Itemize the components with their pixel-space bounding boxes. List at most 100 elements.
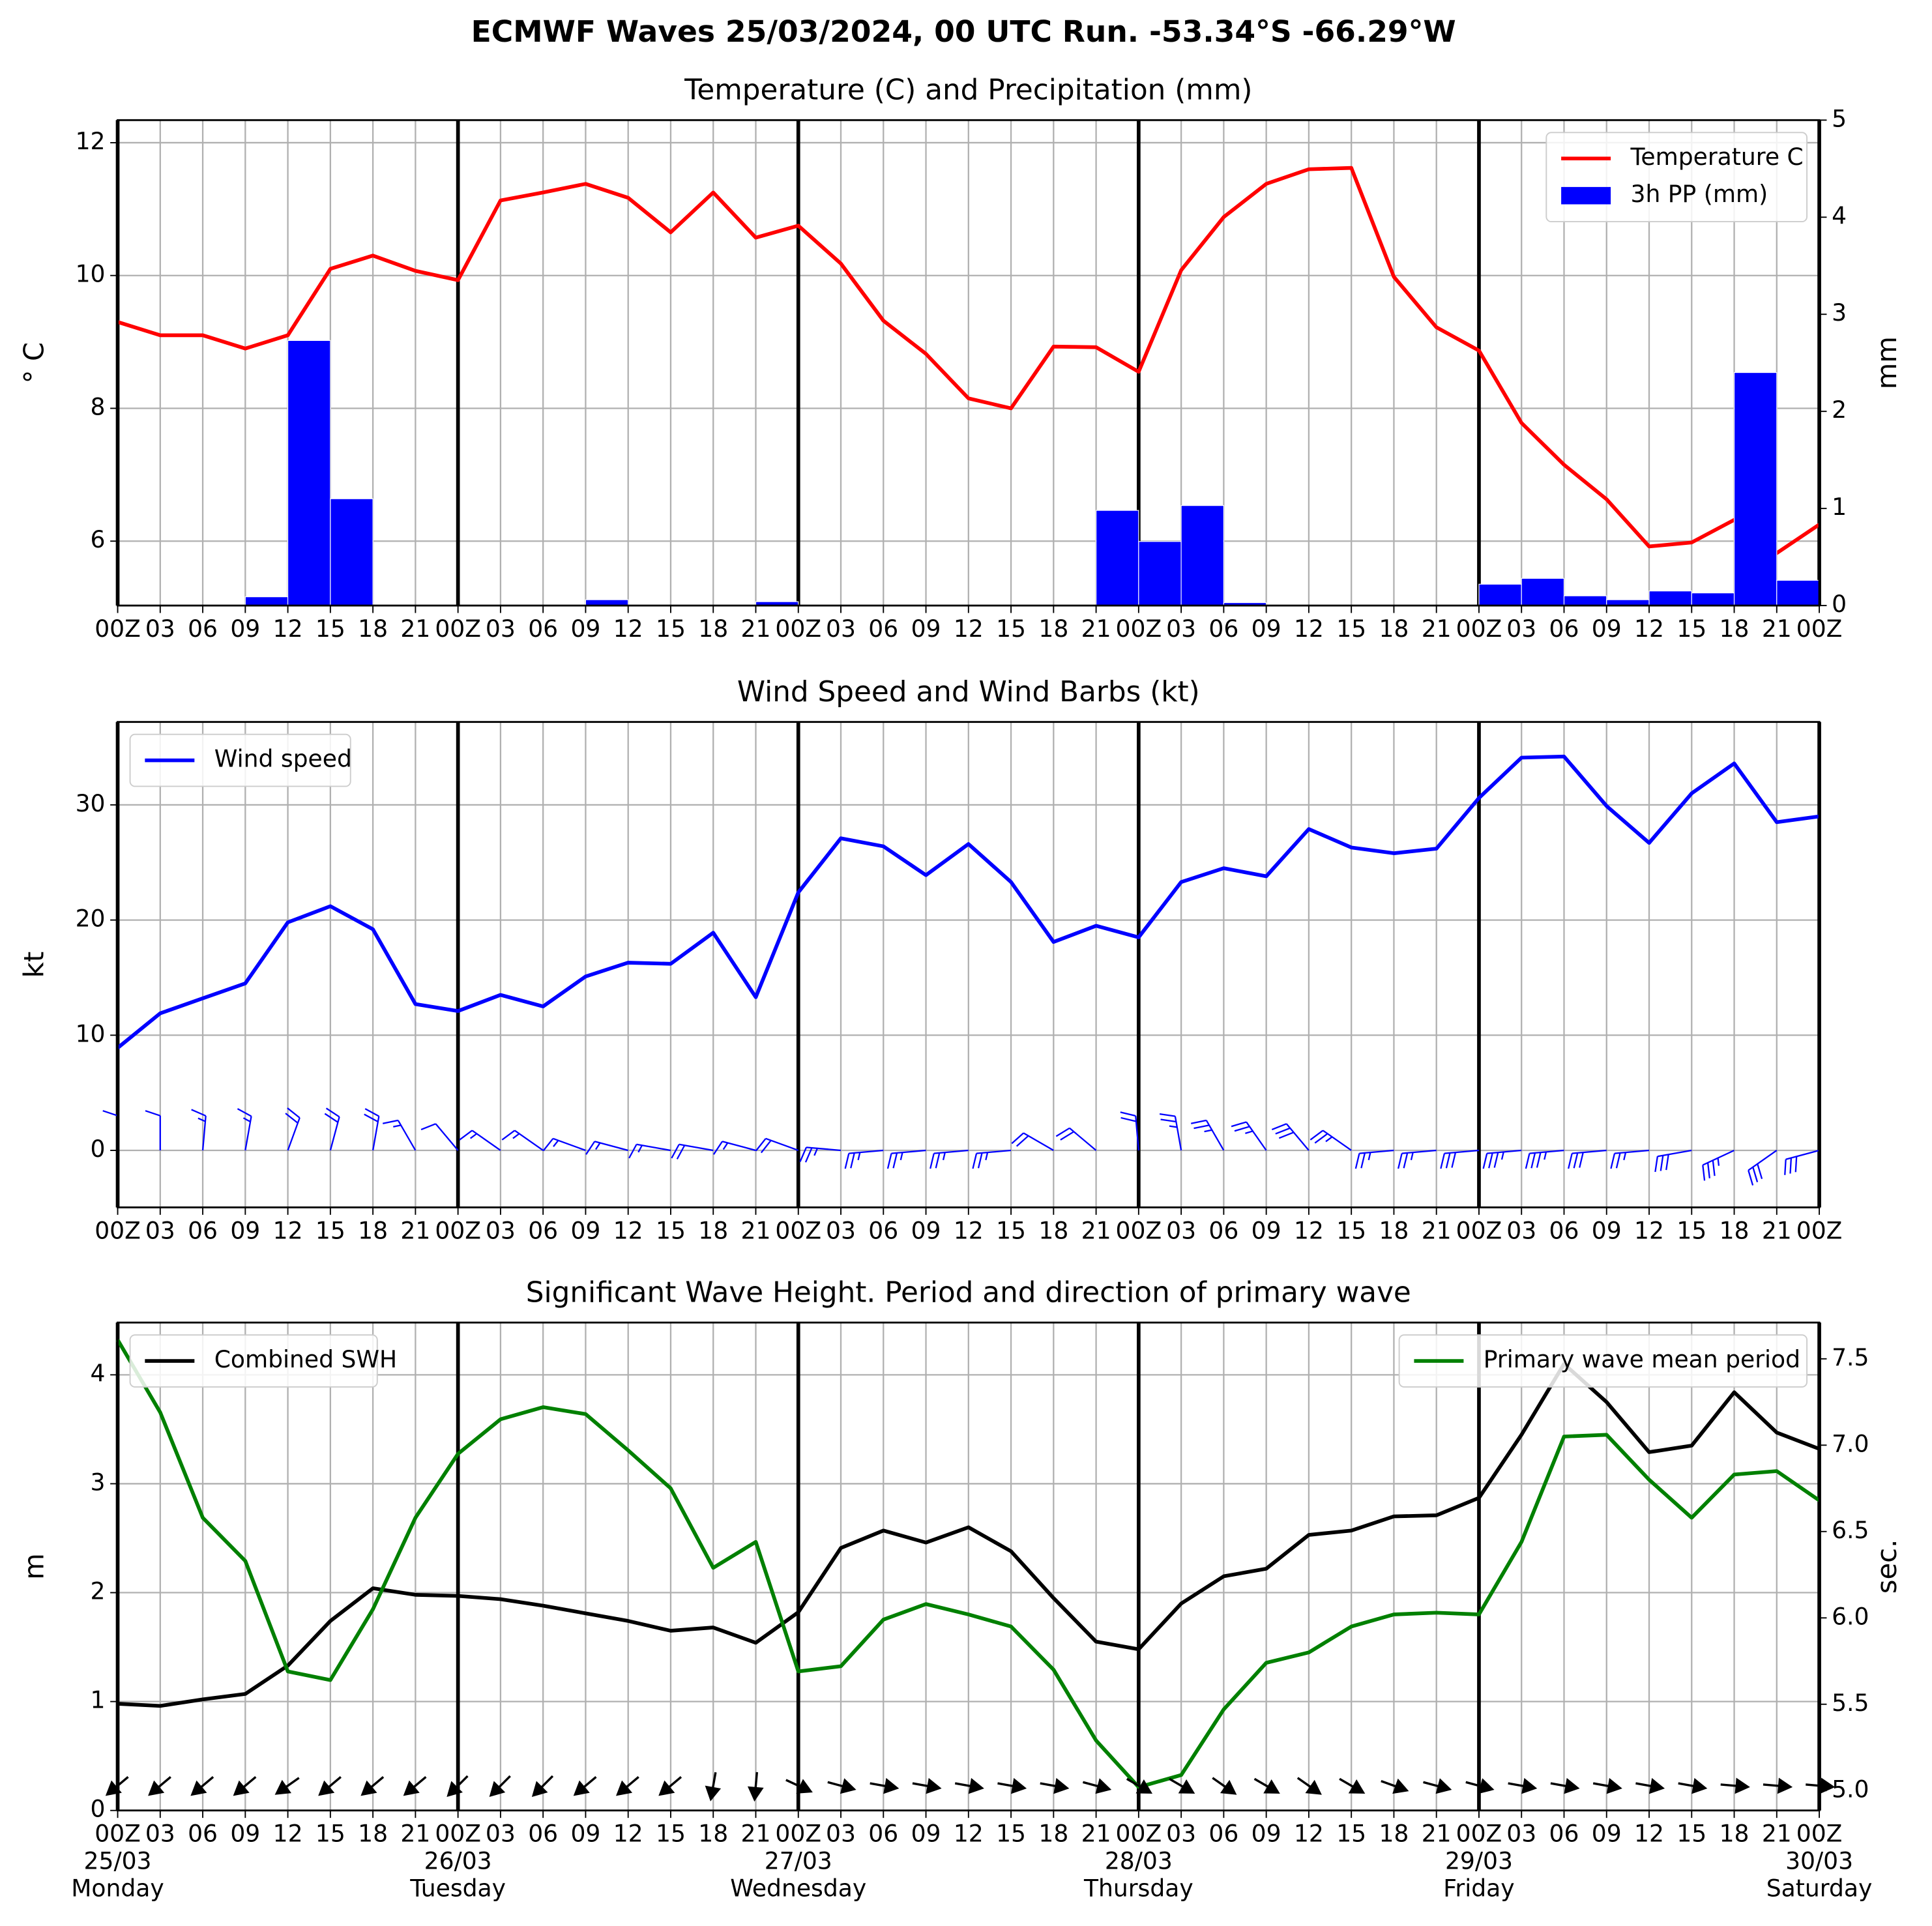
x-tick-label: 12 <box>273 1217 303 1244</box>
x-tick-label: 00Z <box>435 615 481 643</box>
date-label: 27/03 <box>765 1848 832 1875</box>
x-tick-label: 09 <box>1592 1217 1622 1244</box>
wave-arrow <box>403 1775 427 1796</box>
legend: Wind speed <box>129 733 352 787</box>
y2-tick-label: 5 <box>1832 105 1847 132</box>
x-tick-label: 18 <box>698 1820 728 1848</box>
x-tick-label: 03 <box>145 1217 175 1244</box>
x-tick-label: 03 <box>486 1217 516 1244</box>
x-tick-label: 06 <box>1208 1217 1238 1244</box>
bar <box>1478 583 1522 606</box>
x-tick-label: 09 <box>570 1820 600 1848</box>
y2-tick-label: 7.0 <box>1832 1430 1869 1457</box>
x-tick-label: 15 <box>1336 1820 1366 1848</box>
x-tick-label: 12 <box>1634 1820 1664 1848</box>
x-tick-label: 00Z <box>95 1217 141 1244</box>
y-tick-label: 4 <box>91 1360 106 1387</box>
x-tick-label: 18 <box>1720 1217 1749 1244</box>
y-tick-label: 30 <box>76 790 106 817</box>
legend-box <box>129 733 351 787</box>
x-tick-label: 06 <box>868 1820 898 1848</box>
x-tick-label: 06 <box>1549 615 1579 643</box>
wave-arrow <box>1296 1777 1322 1795</box>
x-tick-label: 15 <box>656 1820 686 1848</box>
x-tick-label: 06 <box>188 1820 218 1848</box>
x-tick-label: 03 <box>1506 1820 1536 1848</box>
x-tick-label: 21 <box>741 615 771 643</box>
x-tick-label: 18 <box>358 615 388 643</box>
wind-barb <box>1525 1149 1564 1169</box>
wind-barb <box>285 1107 300 1151</box>
y-tick-label: 10 <box>76 1020 106 1047</box>
legend-box <box>1398 1334 1808 1388</box>
wave-arrow <box>870 1777 900 1794</box>
date-label: 29/03 <box>1445 1848 1513 1875</box>
y-tick-label: 0 <box>91 1135 106 1163</box>
wave-arrow <box>446 1775 469 1798</box>
y-axis-label: m <box>18 1553 50 1580</box>
wind-barb <box>501 1130 544 1151</box>
wind-barb <box>628 1143 671 1159</box>
wave-arrow <box>1126 1777 1153 1794</box>
y2-tick-label: 7.5 <box>1832 1344 1869 1371</box>
x-tick-label: 06 <box>188 615 218 643</box>
day-label: Friday <box>1443 1875 1514 1902</box>
x-tick-label: 00Z <box>1116 1217 1162 1244</box>
x-tick-label: 15 <box>1676 1217 1706 1244</box>
wind-barb <box>1482 1149 1522 1169</box>
x-tick-label: 03 <box>1506 615 1536 643</box>
figure-title: ECMWF Waves 25/03/2024, 00 UTC Run. -53.… <box>471 14 1456 49</box>
wave-arrow <box>1592 1777 1622 1794</box>
x-tick-label: 15 <box>656 1217 686 1244</box>
x-tick-label: 06 <box>1208 1820 1238 1848</box>
x-tick-label: 09 <box>1251 1217 1281 1244</box>
wave-arrow <box>1212 1777 1237 1795</box>
wave-arrow <box>1339 1777 1366 1794</box>
y2-tick-label: 4 <box>1832 202 1847 229</box>
x-tick-label: 21 <box>1762 1820 1792 1848</box>
y-tick-label: 3 <box>91 1468 106 1496</box>
wind-barb <box>420 1123 459 1151</box>
wind-barb <box>383 1119 417 1151</box>
x-tick-label: 21 <box>400 615 430 643</box>
bar <box>1733 372 1778 606</box>
bar <box>1096 510 1139 606</box>
x-tick-label: 06 <box>1549 1217 1579 1244</box>
legend-box <box>129 1334 378 1388</box>
wind-barb <box>1748 1150 1778 1186</box>
x-tick-label: 18 <box>1720 615 1749 643</box>
y-tick-label: 1 <box>91 1687 106 1714</box>
x-tick-label: 00Z <box>1456 1217 1502 1244</box>
legend: Primary wave mean period <box>1398 1334 1808 1388</box>
wave-arrow <box>360 1775 385 1796</box>
legend-label: Combined SWH <box>214 1346 397 1373</box>
x-tick-label: 03 <box>1166 1820 1196 1848</box>
x-tick-label: 15 <box>315 1217 345 1244</box>
x-tick-label: 21 <box>1081 1217 1111 1244</box>
bar <box>1563 595 1607 606</box>
wave-arrow <box>1550 1777 1580 1794</box>
x-tick-label: 03 <box>1506 1217 1536 1244</box>
wind-barb <box>671 1143 714 1160</box>
y-tick-label: 12 <box>76 128 106 155</box>
x-tick-label: 00Z <box>1796 1820 1843 1848</box>
x-tick-label: 21 <box>1422 1217 1452 1244</box>
x-tick-label: 12 <box>613 615 643 643</box>
wave-arrow <box>1763 1777 1793 1794</box>
y-axis-label: kt <box>18 952 50 978</box>
line <box>117 1362 1821 1708</box>
x-tick-label: 18 <box>1379 1217 1409 1244</box>
wind-barb <box>324 1107 340 1151</box>
x-tick-label: 06 <box>188 1217 218 1244</box>
x-tick-label: 03 <box>486 615 516 643</box>
y-tick-label: 8 <box>91 393 106 420</box>
wind-barb <box>1702 1149 1735 1181</box>
wave-arrow <box>705 1772 722 1802</box>
line <box>116 1339 1821 1789</box>
wind-barb <box>972 1149 1012 1169</box>
x-tick-label: 21 <box>1762 1217 1792 1244</box>
x-tick-label: 03 <box>1166 1217 1196 1244</box>
wave-arrow <box>1465 1778 1495 1794</box>
y2-tick-label: 2 <box>1832 396 1847 424</box>
